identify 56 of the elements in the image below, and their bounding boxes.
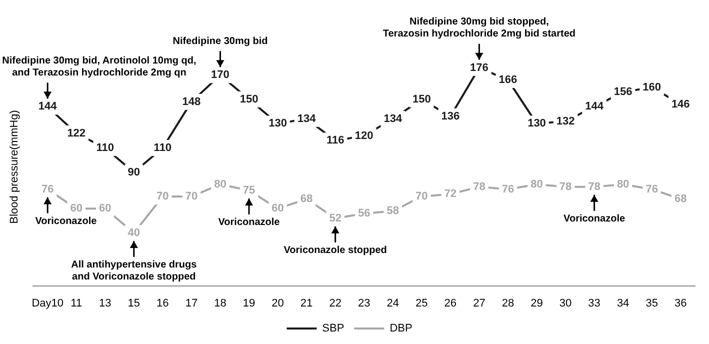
x-tick-label: 19 (242, 297, 256, 310)
annotation: Voriconazole (218, 217, 280, 228)
data-label: 76 (41, 183, 54, 196)
data-label: 56 (358, 208, 370, 220)
x-tick-label: 11 (70, 297, 82, 310)
annotation: Nifedipine 30mg bid stopped, Terazosin hydrochloride 2mg bid started (382, 16, 576, 40)
legend-label: DBP (390, 322, 412, 335)
x-tick-label: 28 (502, 297, 514, 310)
x-tick-label: 26 (444, 297, 457, 310)
x-tick-label: 25 (416, 297, 428, 310)
data-label: 68 (674, 192, 687, 205)
data-label: 70 (185, 190, 198, 203)
data-label: 40 (128, 226, 140, 239)
x-tick-label: 34 (616, 297, 630, 310)
data-label: 70 (156, 190, 169, 203)
annotation: Voriconazole (564, 214, 626, 225)
x-tick-label: 35 (646, 297, 658, 310)
x-tick-label: 13 (99, 297, 112, 310)
x-tick-label: 16 (156, 297, 169, 310)
data-label: 78 (588, 180, 600, 193)
x-tick-label: 23 (358, 297, 370, 310)
data-label: 60 (70, 202, 82, 215)
x-tick-label: 36 (674, 297, 687, 310)
x-tick-label: 17 (185, 297, 198, 310)
annotation: All antihypertensive drugs and Voriconazole stopped (71, 260, 198, 283)
x-tick-label: 22 (329, 297, 342, 310)
data-label: 76 (502, 183, 514, 196)
x-tick-label: 30 (559, 297, 572, 310)
data-label: 68 (300, 192, 313, 205)
x-tick-label: 15 (128, 297, 140, 310)
data-label: 80 (530, 178, 543, 190)
y-axis-title: Blood pressure(mmHg) (8, 110, 21, 224)
data-label: 60 (272, 202, 284, 215)
data-label: 52 (329, 212, 342, 224)
x-tick-label: 27 (473, 297, 486, 310)
x-tick-label: Day10 (32, 297, 64, 310)
data-label: 76 (646, 183, 658, 196)
x-tick-label: 20 (272, 297, 284, 310)
x-tick-label: 21 (300, 297, 313, 310)
data-label: 72 (444, 188, 457, 200)
data-label: 58 (386, 205, 399, 218)
data-label: 60 (99, 202, 112, 215)
x-tick-label: 29 (530, 297, 543, 310)
annotation: Voriconazole stopped (284, 245, 387, 256)
x-tick-label: 33 (588, 297, 600, 310)
x-tick-label: 18 (214, 297, 226, 310)
data-label: 70 (416, 190, 428, 203)
legend-label: SBP (322, 322, 344, 335)
data-label: 75 (242, 184, 256, 196)
x-tick-label: 24 (386, 297, 399, 310)
annotation: Nifedipine 30mg bid (172, 36, 268, 47)
data-label: 80 (616, 178, 630, 190)
data-label: 80 (214, 178, 226, 190)
data-label: 78 (559, 180, 572, 193)
data-label: 78 (473, 180, 486, 193)
annotation: Voriconazole (35, 216, 98, 227)
